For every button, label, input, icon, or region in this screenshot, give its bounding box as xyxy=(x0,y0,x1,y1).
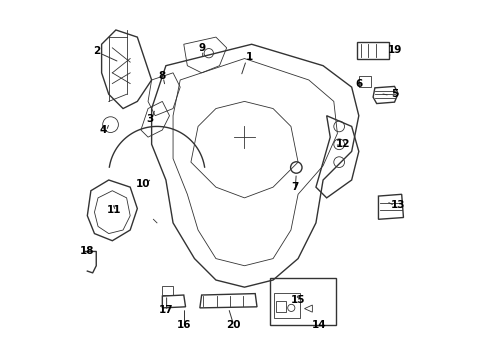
Text: 12: 12 xyxy=(335,139,349,149)
Text: 17: 17 xyxy=(158,305,173,315)
Text: 18: 18 xyxy=(80,247,94,256)
Text: 14: 14 xyxy=(311,320,326,330)
Bar xyxy=(273,293,299,318)
Bar xyxy=(275,301,285,312)
Text: 8: 8 xyxy=(159,71,165,81)
Text: 16: 16 xyxy=(176,320,191,330)
Text: 11: 11 xyxy=(107,205,121,215)
Bar xyxy=(162,286,173,295)
Text: 15: 15 xyxy=(290,295,305,305)
Text: 1: 1 xyxy=(246,52,253,62)
Text: 9: 9 xyxy=(198,43,205,53)
Text: 6: 6 xyxy=(354,78,362,89)
Bar xyxy=(269,278,335,325)
Text: 5: 5 xyxy=(390,89,397,99)
Text: 7: 7 xyxy=(290,182,298,192)
Text: 4: 4 xyxy=(100,125,107,135)
Text: 13: 13 xyxy=(390,200,405,210)
Text: 19: 19 xyxy=(386,45,401,55)
Text: 10: 10 xyxy=(135,179,150,189)
Text: 3: 3 xyxy=(146,114,153,124)
Text: 2: 2 xyxy=(92,46,100,57)
Text: 20: 20 xyxy=(226,320,241,330)
Bar xyxy=(358,76,370,87)
